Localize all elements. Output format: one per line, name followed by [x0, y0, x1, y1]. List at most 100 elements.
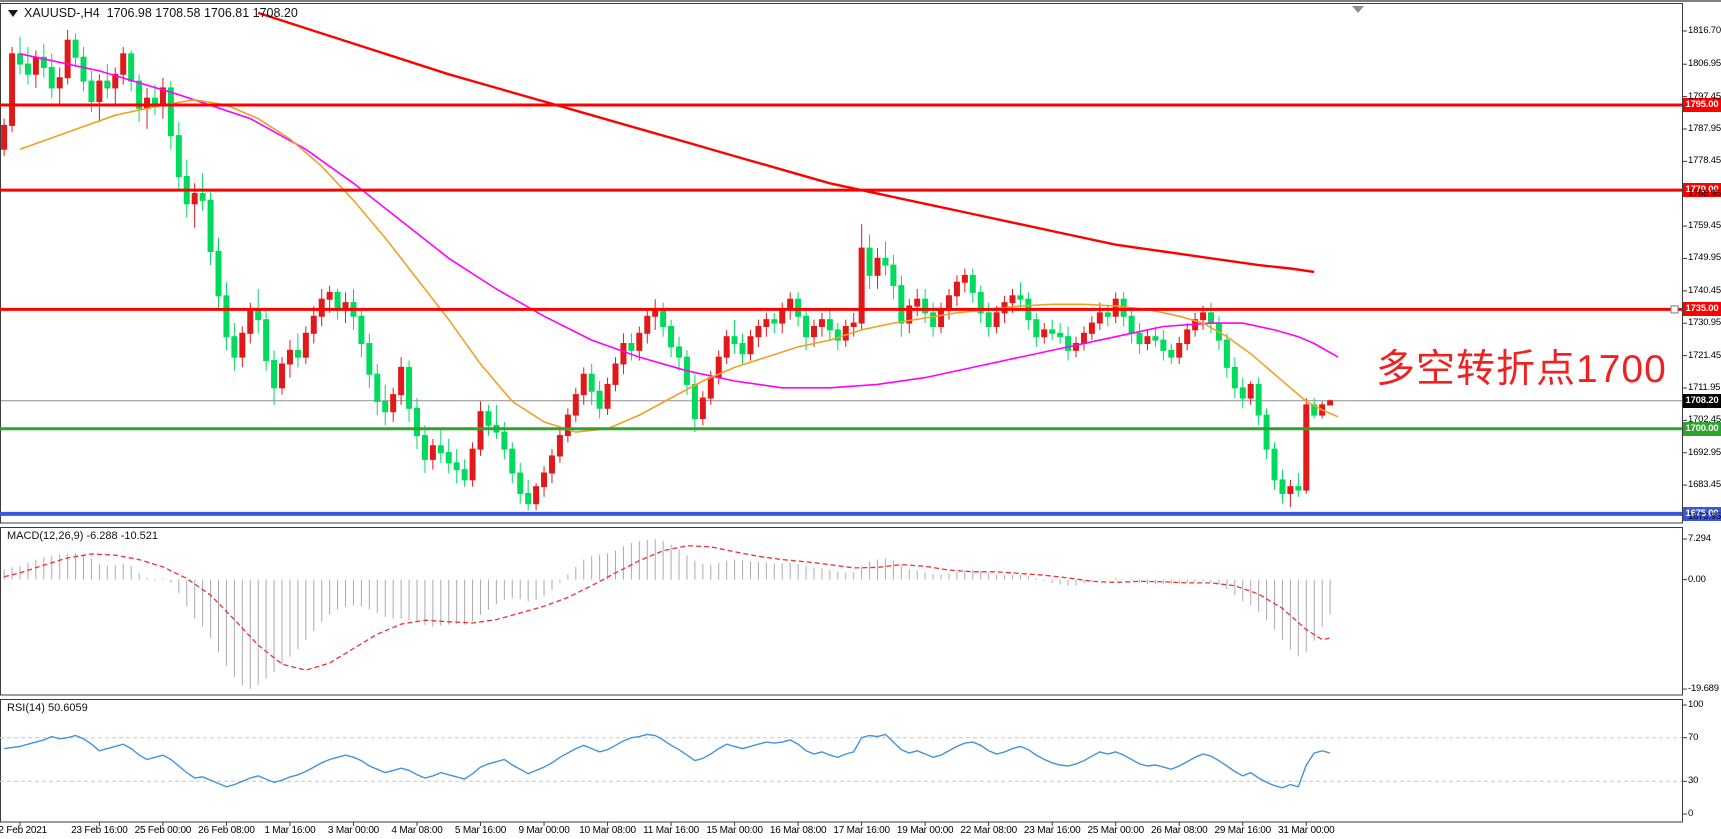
candle-body[interactable]	[993, 312, 1000, 327]
candle-body[interactable]	[739, 343, 746, 355]
candle-body[interactable]	[326, 291, 333, 300]
candle-body[interactable]	[1287, 486, 1294, 494]
candle-body[interactable]	[80, 56, 87, 82]
candle-body[interactable]	[755, 325, 762, 338]
candle-body[interactable]	[1247, 383, 1254, 399]
candle-body[interactable]	[509, 448, 516, 474]
candle-body[interactable]	[1176, 343, 1183, 358]
candle-body[interactable]	[223, 295, 230, 338]
candle-body[interactable]	[9, 53, 16, 126]
candle-body[interactable]	[318, 298, 325, 317]
candle-body[interactable]	[461, 469, 468, 481]
candle-body[interactable]	[294, 349, 301, 358]
candle-body[interactable]	[922, 298, 929, 314]
candle-body[interactable]	[731, 336, 738, 345]
candle-body[interactable]	[596, 390, 603, 409]
candle-body[interactable]	[882, 257, 889, 266]
candle-body[interactable]	[787, 298, 794, 310]
candle-body[interactable]	[215, 250, 222, 297]
candle-body[interactable]	[826, 319, 833, 331]
candle-body[interactable]	[1263, 414, 1270, 450]
candle-body[interactable]	[1160, 339, 1167, 351]
candle-body[interactable]	[866, 247, 873, 276]
candle-body[interactable]	[406, 366, 413, 409]
candle-body[interactable]	[231, 336, 238, 358]
candle-body[interactable]	[771, 319, 778, 324]
candle-body[interactable]	[1, 124, 8, 150]
candle-body[interactable]	[938, 308, 945, 327]
candle-body[interactable]	[175, 135, 182, 178]
candle-body[interactable]	[890, 264, 897, 287]
candle-body[interactable]	[366, 343, 373, 375]
candle-body[interactable]	[24, 63, 31, 75]
candle-body[interactable]	[588, 373, 595, 392]
candle-body[interactable]	[779, 308, 786, 324]
candle-body[interactable]	[691, 383, 698, 419]
candle-body[interactable]	[1144, 336, 1151, 345]
candle-body[interactable]	[660, 308, 667, 327]
candle-body[interactable]	[1104, 312, 1111, 317]
candle-body[interactable]	[604, 383, 611, 409]
candle-body[interactable]	[167, 87, 174, 137]
candle-body[interactable]	[636, 332, 643, 351]
candle-body[interactable]	[56, 77, 63, 89]
candle-body[interactable]	[620, 343, 627, 365]
candle-body[interactable]	[525, 492, 532, 505]
candle-body[interactable]	[811, 325, 817, 338]
candle-body[interactable]	[930, 312, 937, 327]
candle-body[interactable]	[556, 435, 563, 457]
candle-body[interactable]	[437, 445, 444, 454]
candle-body[interactable]	[263, 319, 270, 362]
candle-body[interactable]	[676, 346, 683, 358]
candle-body[interactable]	[88, 80, 95, 103]
candle-body[interactable]	[271, 360, 278, 389]
candle-body[interactable]	[548, 455, 555, 474]
candle-body[interactable]	[858, 247, 865, 324]
candle-body[interactable]	[1223, 339, 1230, 368]
candle-body[interactable]	[644, 315, 651, 334]
candle-body[interactable]	[1009, 295, 1016, 304]
candle-body[interactable]	[1231, 366, 1238, 389]
candle-body[interactable]	[1271, 448, 1278, 481]
candle-body[interactable]	[334, 291, 341, 310]
candle-body[interactable]	[1255, 383, 1262, 416]
candle-body[interactable]	[818, 319, 825, 327]
line-selection-handle[interactable]	[1670, 305, 1679, 314]
candle-body[interactable]	[842, 325, 849, 341]
candle-body[interactable]	[572, 394, 579, 416]
candle-body[interactable]	[969, 274, 976, 293]
candle-body[interactable]	[469, 448, 476, 481]
candle-body[interactable]	[1017, 295, 1024, 300]
candle-body[interactable]	[112, 73, 119, 89]
candle-body[interactable]	[977, 291, 984, 314]
candle-body[interactable]	[1033, 319, 1040, 338]
candle-body[interactable]	[191, 193, 198, 205]
candle-body[interactable]	[382, 400, 389, 413]
candle-body[interactable]	[914, 298, 921, 307]
candle-body[interactable]	[747, 336, 754, 355]
candle-body[interactable]	[302, 332, 309, 358]
candle-body[interactable]	[1128, 315, 1135, 334]
candle-body[interactable]	[763, 319, 770, 327]
candle-body[interactable]	[40, 56, 47, 68]
candle-body[interactable]	[374, 373, 381, 402]
candle-body[interactable]	[945, 295, 952, 310]
candle-body[interactable]	[628, 343, 635, 351]
candle-body[interactable]	[390, 394, 397, 413]
candle-body[interactable]	[1208, 312, 1214, 324]
candle-body[interactable]	[1049, 329, 1056, 334]
ma-slow-red[interactable]	[257, 11, 1315, 274]
candle-body[interactable]	[541, 472, 548, 488]
candle-body[interactable]	[953, 281, 960, 297]
candle-body[interactable]	[445, 452, 452, 464]
candle-body[interactable]	[1168, 349, 1175, 358]
candle-body[interactable]	[485, 411, 492, 426]
candle-body[interactable]	[429, 445, 436, 460]
candle-body[interactable]	[1303, 404, 1310, 491]
candle-body[interactable]	[199, 193, 206, 201]
candle-body[interactable]	[668, 325, 675, 348]
candle-body[interactable]	[1096, 312, 1103, 324]
candle-body[interactable]	[517, 472, 524, 494]
candle-body[interactable]	[1239, 387, 1246, 399]
